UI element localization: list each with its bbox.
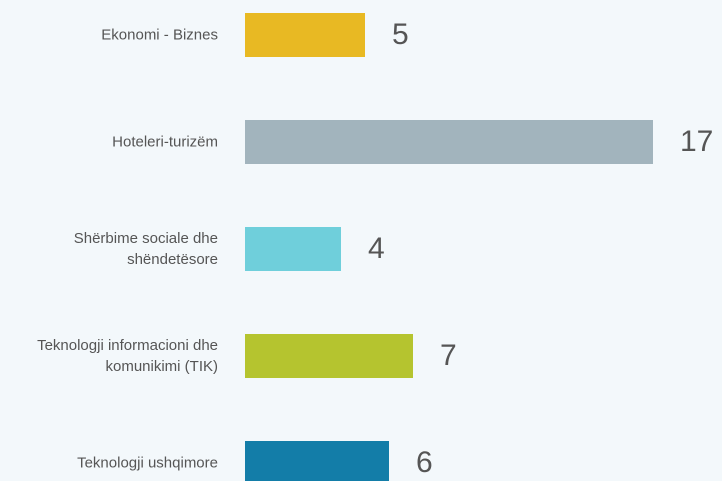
value-label: 4 (368, 232, 385, 265)
category-label: Teknologji ushqimore (77, 454, 218, 472)
bar (245, 334, 413, 378)
category-label: Hoteleri-turizëm (112, 133, 218, 151)
bar (245, 227, 341, 271)
value-label: 6 (416, 446, 433, 479)
category-label: Teknologji informacioni dhe komunikimi (… (37, 337, 218, 375)
category-label: Ekonomi - Biznes (101, 26, 218, 44)
value-label: 7 (440, 339, 457, 372)
value-label: 17 (680, 125, 714, 158)
bar (245, 120, 653, 164)
bar (245, 441, 389, 481)
bar (245, 13, 365, 57)
value-label: 5 (392, 18, 409, 51)
category-label: Shërbime sociale dhe shëndetësore (73, 230, 218, 268)
